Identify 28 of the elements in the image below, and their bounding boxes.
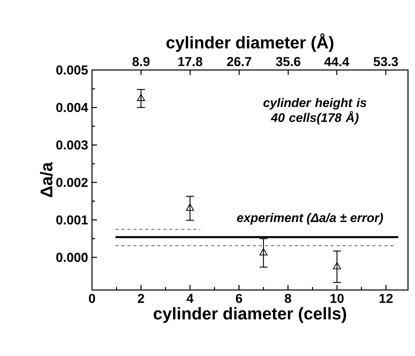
annotation: experiment (Δa/a ± error) [237,212,383,225]
x2-tick-label: 26.7 [227,57,252,66]
x-tick-label: 0 [88,294,96,303]
x-tick-label: 2 [138,294,144,303]
x2-tick-label: 35.6 [276,56,300,66]
x2-tick-label: 53.3 [374,56,398,66]
point [259,248,268,256]
y-axis-title: Δa/a [40,162,53,198]
x-tick-label: 8 [284,294,292,303]
point [136,94,146,101]
x2-tick-label: 44.4 [324,57,350,66]
x2-tick-label: 8.9 [132,57,150,66]
x-tick-label: 6 [236,294,242,303]
x2-axis-title: cylinder diameter (Å) [166,33,334,52]
y-tick-label: 0.003 [56,140,88,150]
y-tick-label: 0.000 [56,252,88,262]
x2-tick-label: 17.8 [178,57,202,66]
y-tick-label: 0.005 [56,65,88,75]
y-tick-label: 0.002 [56,178,88,188]
annotation: cylinder height is 40 cells(178 Å) [263,98,366,124]
y-tick-label: 0.004 [56,102,88,112]
x-tick-label: 12 [380,294,393,303]
point [186,204,194,211]
x-axis-title: cylinder diameter (cells) [154,307,346,323]
y-tick-label: 0.001 [56,215,88,224]
x-tick-label: 4 [186,294,194,303]
point [332,262,341,270]
x-tick-label: 10 [330,294,344,303]
